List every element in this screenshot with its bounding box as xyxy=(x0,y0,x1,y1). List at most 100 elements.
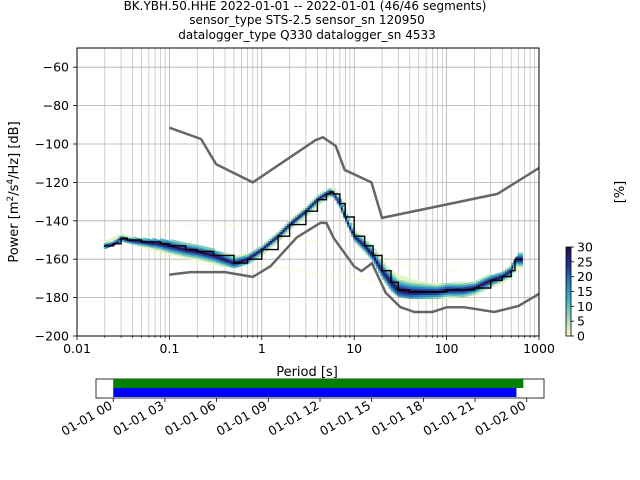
psd-density-cell xyxy=(263,244,268,247)
colorbar-swatch xyxy=(566,312,571,316)
psd-density-cell xyxy=(399,297,403,299)
psd-density-cell xyxy=(457,295,461,298)
axes-frame xyxy=(76,47,540,337)
psd-density-cell xyxy=(494,281,499,284)
psd-density-cell xyxy=(455,285,459,289)
psd-density-cell xyxy=(463,282,467,286)
psd-density-cell xyxy=(473,292,478,295)
psd-density-cell xyxy=(340,205,345,208)
psd-density-cell xyxy=(128,237,133,240)
psd-density-cell xyxy=(122,235,126,239)
psd-density-cell xyxy=(411,288,415,292)
psd-density-cell xyxy=(205,248,210,252)
psd-density-cell xyxy=(509,268,513,271)
psd-density-cell xyxy=(492,280,496,283)
psd-density-cell xyxy=(316,272,320,274)
psd-density-cell xyxy=(517,264,521,267)
psd-density-cell xyxy=(317,195,322,199)
psd-density-cell xyxy=(413,288,417,292)
psd-density-cell xyxy=(299,214,303,218)
psd-density-cell xyxy=(324,273,328,275)
psd-density-cell xyxy=(386,286,390,288)
psd-density-cell xyxy=(401,276,405,279)
psd-density-cell xyxy=(394,287,399,290)
psd-density-cell xyxy=(245,256,249,259)
psd-density-cell xyxy=(195,252,199,255)
psd-density-cell xyxy=(488,274,492,277)
psd-density-cell xyxy=(228,261,232,264)
psd-density-cell xyxy=(303,209,307,212)
colorbar-tick-label: 5 xyxy=(577,314,585,329)
psd-density-cell xyxy=(139,240,143,243)
psd-density-cell xyxy=(114,237,118,241)
y-axis-label-text3: /Hz] [dB] xyxy=(7,121,22,179)
psd-density-cell xyxy=(234,265,239,268)
psd-density-cell xyxy=(436,292,440,295)
psd-density-cell xyxy=(151,242,156,245)
psd-density-cell xyxy=(467,284,472,287)
psd-density-cell xyxy=(272,237,276,240)
psd-density-cell xyxy=(243,255,247,258)
psd-density-cell xyxy=(461,292,465,296)
psd-density-cell xyxy=(386,283,390,287)
psd-density-cell xyxy=(241,254,245,257)
psd-density-cell xyxy=(166,229,170,231)
psd-density-cell xyxy=(480,281,484,285)
psd-density-cell xyxy=(384,273,388,276)
psd-density-cell xyxy=(434,283,438,286)
psd-density-cell xyxy=(353,229,357,232)
psd-density-cell xyxy=(463,286,467,289)
psd-density-cell xyxy=(511,266,515,269)
psd-density-cell xyxy=(471,291,476,294)
psd-density-cell xyxy=(270,237,274,240)
psd-density-cell xyxy=(301,217,305,220)
psd-density-cell xyxy=(222,252,226,255)
psd-density-cell xyxy=(340,207,345,210)
psd-density-cell xyxy=(419,294,424,297)
psd-density-cell xyxy=(459,281,463,284)
psd-density-cell xyxy=(498,278,503,281)
psd-density-cell xyxy=(486,277,490,280)
psd-density-cell xyxy=(149,233,153,235)
psd-density-cell xyxy=(151,238,156,241)
psd-density-cell xyxy=(436,288,440,292)
psd-density-cell xyxy=(386,280,390,283)
psd-density-cell xyxy=(359,236,363,239)
psd-density-cell xyxy=(222,263,226,267)
psd-density-cell xyxy=(184,252,189,255)
psd-density-cell xyxy=(440,294,445,297)
psd-density-cell xyxy=(374,257,378,261)
psd-density-cell xyxy=(168,246,172,249)
colorbar-swatch xyxy=(566,282,571,286)
psd-density-cell xyxy=(172,249,176,252)
psd-density-cell xyxy=(168,240,172,244)
psd-density-cell xyxy=(347,223,351,227)
psd-density-cell xyxy=(475,287,480,290)
psd-density-cell xyxy=(164,243,168,246)
psd-density-cell xyxy=(428,296,432,299)
psd-density-cell xyxy=(355,239,359,242)
psd-density-cell xyxy=(228,265,232,268)
psd-density-cell xyxy=(475,282,480,285)
psd-density-cell xyxy=(191,253,195,256)
psd-density-cell xyxy=(334,194,338,197)
psd-density-cell xyxy=(424,301,428,303)
psd-density-cell xyxy=(265,240,270,243)
psd-density-cell xyxy=(315,197,320,200)
psd-density-cell xyxy=(396,292,401,295)
psd-density-cell xyxy=(511,270,515,273)
psd-density-cell xyxy=(457,293,461,296)
psd-density-cell xyxy=(469,293,474,296)
psd-density-cell xyxy=(268,244,272,247)
psd-density-cell xyxy=(480,278,484,281)
psd-density-cell xyxy=(145,235,149,237)
psd-density-cell xyxy=(451,286,455,289)
colorbar-swatch xyxy=(566,333,571,337)
psd-density-cell xyxy=(459,291,463,294)
psd-density-cell xyxy=(403,291,407,295)
psd-density-cell xyxy=(313,197,318,200)
psd-density-cell xyxy=(301,213,305,216)
psd-density-cell xyxy=(436,269,440,271)
psd-density-cell xyxy=(118,234,122,237)
psd-density-cell xyxy=(396,275,401,278)
